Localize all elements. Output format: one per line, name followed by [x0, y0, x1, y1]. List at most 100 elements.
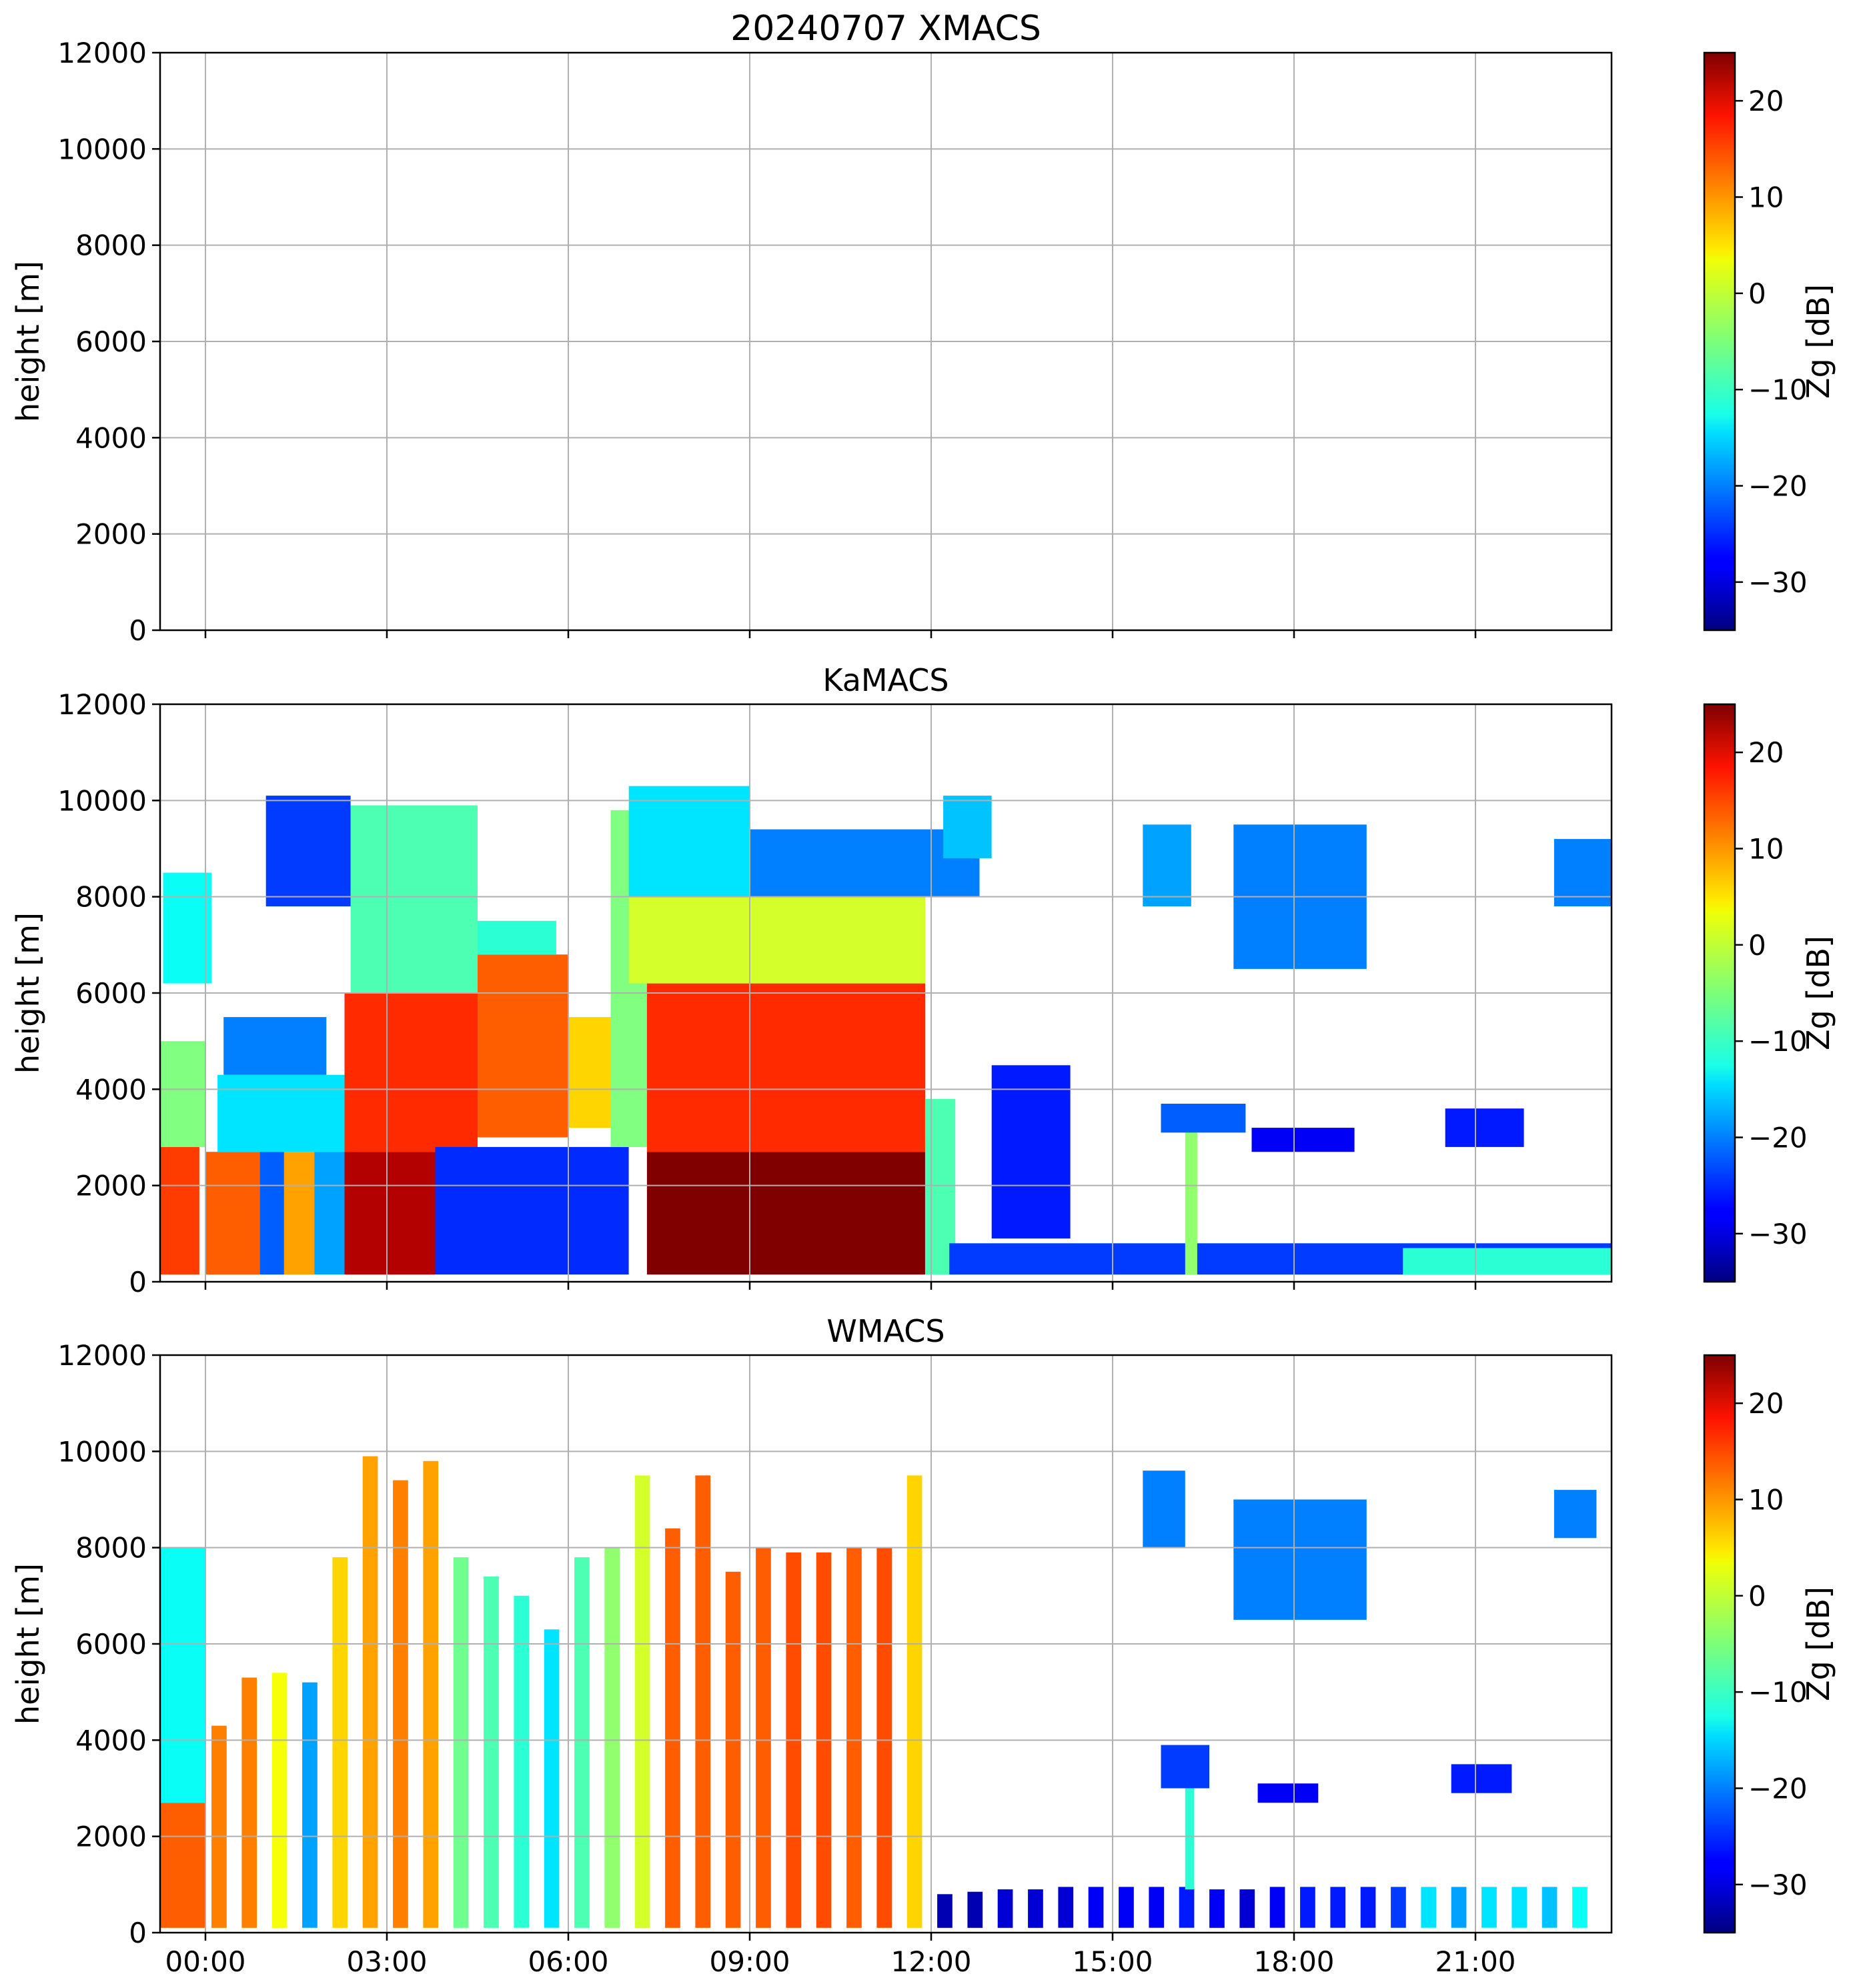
echo-cell — [514, 1595, 530, 1928]
colorbar-gradient — [1703, 51, 1736, 632]
echo-cell — [1149, 1887, 1165, 1928]
echo-cell — [646, 983, 925, 1152]
echo-cell — [1239, 1889, 1255, 1928]
echo-cell — [314, 1152, 345, 1275]
echo-cell — [1209, 1889, 1225, 1928]
y-tick-label: 6000 — [75, 1628, 147, 1661]
y-tick-label: 0 — [129, 614, 147, 647]
echo-cell — [604, 1547, 620, 1928]
echo-cell — [211, 1725, 227, 1928]
colorbar-tick-label: 20 — [1748, 1387, 1784, 1420]
echo-cell — [1554, 839, 1612, 907]
echo-cell — [265, 796, 351, 907]
echo-cell — [1143, 824, 1191, 907]
echo-cell — [1511, 1887, 1527, 1928]
echo-cell — [568, 1017, 617, 1128]
echo-cell — [634, 1475, 650, 1928]
echo-cell — [1179, 1887, 1195, 1928]
echo-cell — [160, 1041, 205, 1147]
echo-cell — [332, 1557, 348, 1928]
echo-cell — [1554, 1490, 1597, 1539]
y-tick-label: 2000 — [75, 518, 147, 551]
echo-cell — [160, 1146, 199, 1275]
echo-cell — [1403, 1248, 1612, 1275]
echo-cell — [1088, 1887, 1104, 1928]
y-tick-label: 6000 — [75, 325, 147, 358]
colorbar-label: Zg [dB] — [1800, 1587, 1836, 1701]
colorbar-tick-label: 10 — [1748, 181, 1784, 214]
colorbar-tick-label: 20 — [1748, 85, 1784, 117]
kamacs-panel: 0 2000 4000 6000 8000 10000 12000 KaMACS heigh… — [10, 662, 1836, 1298]
colorbar-tick-label: −20 — [1748, 1122, 1808, 1154]
x-tick-label: 21:00 — [1435, 1945, 1515, 1978]
echo-cell — [1161, 1104, 1246, 1133]
colorbar-tick-label: 0 — [1748, 1580, 1766, 1613]
echo-cell — [695, 1475, 711, 1928]
y-tick-label: 2000 — [75, 1821, 147, 1853]
echo-cell — [1185, 1104, 1197, 1275]
colorbar-tick-label: 10 — [1748, 1484, 1784, 1517]
echo-cell — [478, 920, 556, 955]
echo-cell — [484, 1577, 499, 1928]
echo-cell — [943, 796, 992, 858]
y-tick-label: 8000 — [75, 881, 147, 914]
colorbar-tick-label: 10 — [1748, 833, 1784, 866]
x-tick-label: 12:00 — [890, 1945, 971, 1978]
echo-cell — [271, 1673, 287, 1928]
colorbar-tick-label: 0 — [1748, 929, 1766, 962]
echo-cell — [544, 1629, 560, 1928]
x-tick-label: 09:00 — [709, 1945, 790, 1978]
y-tick-label: 0 — [129, 1917, 147, 1949]
kamacs-ylabel: height [m] — [10, 912, 46, 1074]
echo-cell — [725, 1571, 741, 1928]
colorbar-label: Zg [dB] — [1800, 936, 1836, 1050]
echo-cell — [574, 1557, 590, 1928]
colorbar-gradient — [1703, 703, 1736, 1283]
x-tick-label: 03:00 — [346, 1945, 427, 1978]
echo-cell — [1421, 1887, 1437, 1928]
x-tick-label: 06:00 — [528, 1945, 608, 1978]
y-tick-label: 4000 — [75, 1724, 147, 1757]
colorbar-gradient — [1703, 1354, 1736, 1934]
echo-cell — [217, 1074, 357, 1152]
echo-cell — [991, 1065, 1071, 1239]
y-tick-label: 12000 — [57, 1339, 147, 1372]
echo-cell — [1451, 1887, 1467, 1928]
echo-cell — [750, 829, 980, 897]
echo-cell — [160, 1803, 205, 1928]
y-tick-label: 6000 — [75, 977, 147, 1010]
y-tick-label: 8000 — [75, 229, 147, 262]
echo-cell — [423, 1460, 439, 1928]
colorbar-tick-label: −20 — [1748, 470, 1808, 503]
y-tick-label: 12000 — [57, 688, 147, 721]
colorbar-tick-label: 0 — [1748, 277, 1766, 310]
echo-cell — [1451, 1764, 1512, 1793]
y-tick-label: 2000 — [75, 1170, 147, 1202]
echo-cell — [223, 1017, 327, 1075]
echo-cell — [453, 1557, 469, 1928]
echo-cell — [302, 1682, 318, 1928]
echo-cell — [435, 1146, 629, 1275]
echo-cell — [665, 1528, 680, 1928]
echo-cell — [1251, 1128, 1355, 1152]
y-tick-label: 0 — [129, 1266, 147, 1298]
echo-cell — [205, 1152, 260, 1275]
echo-cell — [628, 786, 750, 897]
echo-cell — [1572, 1887, 1588, 1928]
echo-cell — [876, 1547, 892, 1928]
echo-cell — [1119, 1887, 1134, 1928]
x-tick-label: 15:00 — [1072, 1945, 1153, 1978]
echo-cell — [350, 805, 478, 993]
y-tick-label: 8000 — [75, 1532, 147, 1565]
wmacs-colorbar: −30 −20 −10 0 10 20 Zg [dB] — [1703, 1354, 1836, 1934]
echo-cell — [1233, 1499, 1367, 1620]
colorbar-tick-label: −10 — [1748, 1025, 1808, 1058]
echo-cell — [393, 1480, 408, 1928]
y-tick-label: 10000 — [57, 133, 147, 165]
echo-cell — [283, 1152, 315, 1275]
xmacs-panel: 0 2000 4000 6000 8000 10000 12000 20240707 XMA… — [10, 9, 1836, 647]
echo-cell — [756, 1547, 771, 1928]
kamacs-colorbar: −30 −20 −10 0 10 20 Zg [dB] — [1703, 703, 1836, 1283]
colorbar-tick-label: 20 — [1748, 736, 1784, 769]
